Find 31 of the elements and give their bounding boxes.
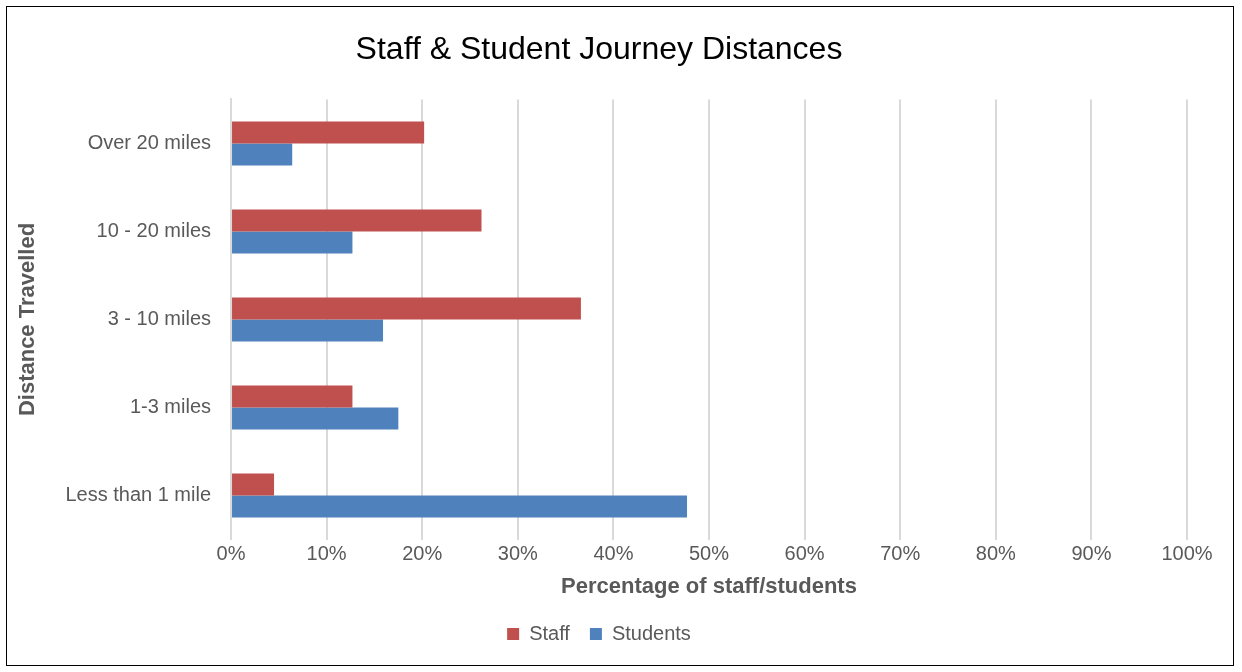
bar	[232, 319, 384, 342]
x-tick-label: 90%	[1071, 542, 1112, 565]
x-tick-label: 10%	[306, 542, 347, 565]
y-tick-label: 3 - 10 miles	[107, 307, 212, 330]
bar	[232, 121, 425, 144]
y-axis-title: Distance Travelled	[14, 222, 40, 417]
x-tick-label: 100%	[1161, 542, 1213, 565]
y-tick-label: Over 20 miles	[87, 130, 212, 153]
bar	[232, 473, 275, 496]
x-tick-label: 30%	[497, 542, 539, 565]
bar	[232, 297, 581, 320]
bar	[232, 231, 353, 254]
bar	[232, 495, 688, 518]
y-tick-label: 10 - 20 miles	[96, 218, 212, 241]
y-tick-label: Less than 1 mile	[65, 483, 212, 506]
bar	[232, 209, 482, 232]
x-tick-label: 70%	[880, 542, 921, 565]
bar	[232, 385, 353, 408]
y-tick-label: 1-3 miles	[129, 395, 212, 418]
x-tick-label: 80%	[975, 542, 1017, 565]
x-tick-label: 50%	[689, 542, 730, 565]
bar	[232, 407, 399, 430]
legend-label: Students	[611, 621, 691, 644]
x-tick-label: 60%	[784, 542, 825, 565]
x-tick-label: 20%	[402, 542, 443, 565]
x-axis-title: Percentage of staff/students	[561, 572, 857, 598]
bar	[232, 143, 293, 166]
x-tick-label: 0%	[216, 542, 246, 565]
x-tick-label: 40%	[593, 542, 634, 565]
legend-label: Staff	[529, 621, 571, 644]
chart-title: Staff & Student Journey Distances	[355, 30, 843, 67]
